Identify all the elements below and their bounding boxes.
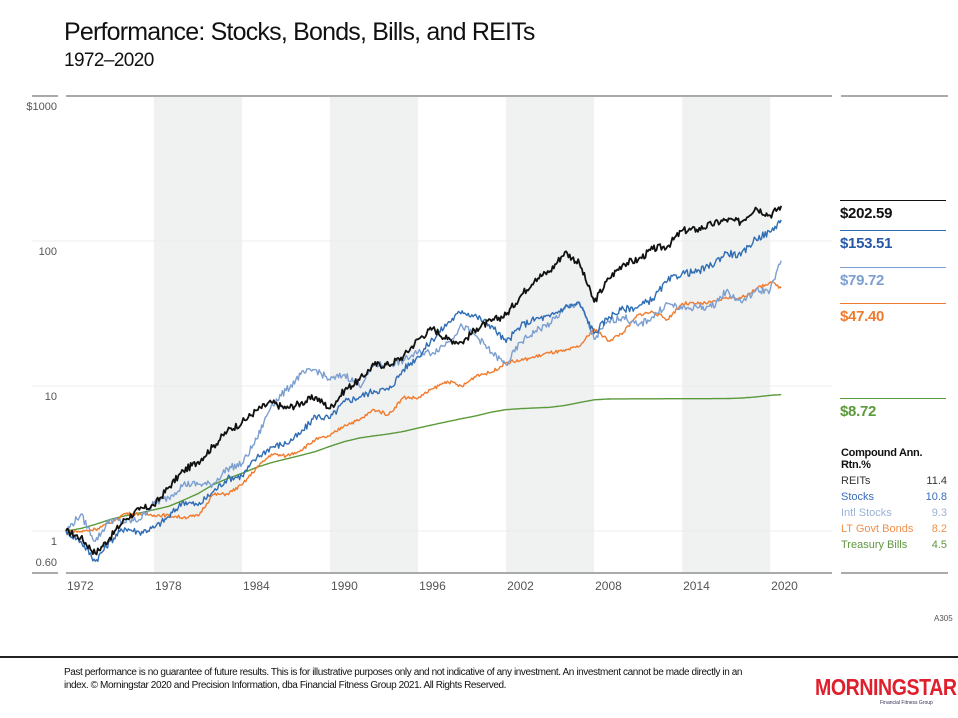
x-tick-label: 1990 [331,579,358,593]
disclaimer: Past performance is no guarantee of futu… [64,667,743,691]
series-line-stocks [65,219,782,562]
shaded-periods [154,96,771,573]
y-tick-label: 1 [51,536,57,548]
end-value-label: $8.72 [840,398,946,420]
end-value-label: $47.40 [840,303,946,325]
x-tick-label: 2014 [683,579,710,593]
chart-subtitle: 1972–2020 [64,50,154,71]
x-tick-label: 2008 [595,579,622,593]
legend-row: REITs 11.4 [841,473,947,489]
morningstar-logo: MORNINGSTAR [815,674,957,700]
series-line-treasury-bills [65,393,782,532]
legend-title: Compound Ann. Rtn.% [841,447,923,471]
x-tick-label: 1978 [155,579,182,593]
end-value-label: $202.59 [840,200,946,222]
shaded-period-0 [154,96,243,573]
legend-series-name: Stocks [841,491,875,503]
legend-return-value: 10.8 [925,491,947,503]
y-axis-ticks: $1000 100 10 1 0.60 [26,101,57,569]
footer-divider [0,656,958,658]
legend-series-name: Treasury Bills [841,539,908,551]
x-tick-label: 2002 [507,579,534,593]
legend-series-name: Intl Stocks [841,507,892,519]
legend-row: Stocks 10.8 [841,489,947,505]
y-tick-label: 10 [45,391,57,403]
legend-return-value: 8.2 [931,523,947,535]
x-axis-ticks: 1972 1978 1984 1990 1996 2002 2008 2014 2020 [67,579,798,593]
legend-row: Treasury Bills 4.5 [841,537,947,553]
logo-subtitle: Financial Fitness Group [880,700,933,706]
shaded-period-3 [682,96,771,573]
legend-return-value: 11.4 [926,475,947,487]
series-lines [65,205,783,562]
y-tick-label: 0.60 [36,557,57,569]
series-line-intl-stocks [65,260,782,542]
legend-row: LT Govt Bonds 8.2 [841,521,947,537]
shaded-period-2 [506,96,595,573]
y-tick-label: 100 [39,246,57,258]
chart-code: A305 [934,614,953,623]
chart-frame [32,95,948,574]
gridlines [32,240,832,532]
legend-series-name: REITs [841,475,871,487]
legend-series-name: LT Govt Bonds [841,523,914,535]
end-value-label: $79.72 [840,267,946,289]
legend-row: Intl Stocks 9.3 [841,505,947,521]
legend-return-value: 9.3 [931,507,947,519]
shaded-period-1 [330,96,419,573]
end-value-label: $153.51 [840,230,946,252]
legend: Compound Ann. Rtn.% REITs 11.4 Stocks 10.8 I… [841,447,947,553]
chart-title: Performance: Stocks, Bonds, Bills, and R… [64,18,535,46]
x-tick-label: 1996 [419,579,446,593]
legend-return-value: 4.5 [931,539,947,551]
y-tick-label: $1000 [26,101,57,113]
x-tick-label: 1984 [243,579,270,593]
series-line-reits [65,205,783,556]
series-line-lt-govt-bonds [65,280,782,534]
line-chart: $1000 100 10 1 0.60 1972 1978 1984 1990 1996 2002… [26,95,948,593]
x-tick-label: 2020 [771,579,798,593]
x-tick-label: 1972 [67,579,94,593]
